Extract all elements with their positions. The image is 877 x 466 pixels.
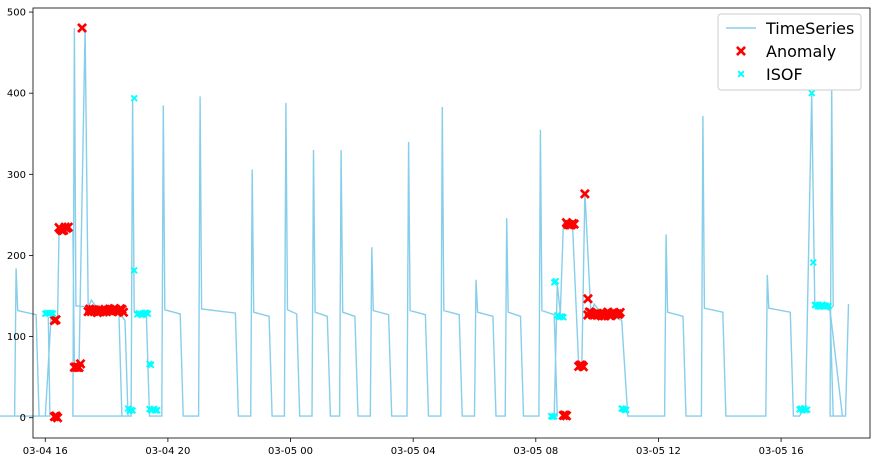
legend-anomaly-label: Anomaly: [766, 42, 836, 61]
y-tick-label: 400: [7, 89, 26, 100]
y-tick-label: 100: [7, 332, 26, 343]
x-tick-label: 03-04 20: [145, 446, 190, 457]
x-tick-label: 03-05 12: [636, 446, 681, 457]
legend-isof-label: ISOF: [766, 65, 803, 84]
x-tick-label: 03-05 04: [391, 446, 436, 457]
x-tick-label: 03-05 16: [759, 446, 804, 457]
x-axis: 03-04 0803-04 1203-04 1603-04 2003-05 00…: [0, 438, 804, 457]
legend-timeseries-label: TimeSeries: [765, 19, 854, 38]
x-tick-label: 03-05 00: [268, 446, 313, 457]
legend: TimeSeries Anomaly ISOF: [718, 14, 861, 90]
y-axis: 0 100 200 300 400 500: [7, 8, 33, 425]
y-tick-label: 300: [7, 170, 26, 181]
y-tick-label: 200: [7, 251, 26, 262]
y-tick-label: 500: [7, 8, 26, 19]
y-tick-label: 0: [20, 413, 26, 424]
x-tick-label: 03-05 08: [513, 446, 558, 457]
x-tick-label: 03-04 16: [23, 446, 68, 457]
